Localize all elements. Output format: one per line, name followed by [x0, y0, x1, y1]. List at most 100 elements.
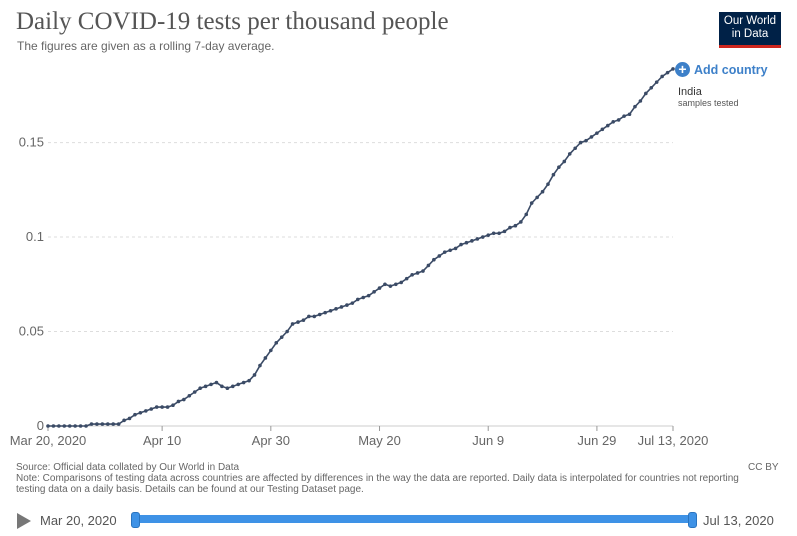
data-point — [209, 383, 213, 387]
data-point — [117, 422, 121, 426]
data-point — [438, 254, 442, 258]
data-point — [644, 92, 648, 96]
data-point — [111, 422, 115, 426]
data-point — [524, 213, 528, 217]
data-point — [323, 311, 327, 315]
x-tick-label: Mar 20, 2020 — [10, 433, 87, 448]
data-point — [476, 237, 480, 241]
data-point — [155, 405, 159, 409]
data-point — [46, 424, 50, 428]
data-point — [242, 381, 246, 385]
timeline-end-label: Jul 13, 2020 — [703, 513, 774, 528]
data-point — [68, 424, 72, 428]
y-tick-label: 0.15 — [19, 135, 44, 150]
data-point — [617, 118, 621, 122]
data-point — [497, 231, 501, 235]
data-point — [171, 403, 175, 407]
data-point — [258, 364, 262, 368]
data-point — [79, 424, 83, 428]
line-chart: 0 0.05 0.1 0.15 Mar 20, 2020 Apr 10 Apr 30 May … — [0, 0, 797, 460]
data-point — [519, 220, 523, 224]
data-point — [247, 379, 251, 383]
data-point — [655, 80, 659, 84]
data-point — [361, 296, 365, 300]
data-point — [465, 241, 469, 245]
data-point — [236, 383, 240, 387]
data-point — [122, 419, 126, 423]
data-point — [101, 422, 105, 426]
data-point — [198, 386, 202, 390]
data-point — [628, 112, 632, 116]
data-point — [595, 131, 599, 135]
data-point — [63, 424, 67, 428]
data-point — [649, 86, 653, 90]
data-point — [313, 315, 317, 319]
data-point — [372, 290, 376, 294]
data-point — [389, 284, 393, 288]
data-point — [611, 120, 615, 124]
y-tick-label: 0.1 — [26, 229, 44, 244]
timeline-track[interactable] — [134, 515, 693, 523]
data-point — [378, 286, 382, 290]
data-point — [552, 173, 556, 177]
series-line-india — [48, 69, 673, 426]
data-point — [416, 271, 420, 275]
license-link[interactable]: CC BY — [748, 462, 779, 473]
data-point — [601, 128, 605, 132]
timeline: Mar 20, 2020 Jul 13, 2020 — [0, 505, 797, 535]
timeline-end-handle[interactable] — [688, 512, 697, 528]
x-tick-label: May 20 — [358, 433, 401, 448]
data-point — [622, 114, 626, 118]
x-tick-label: Jun 29 — [577, 433, 616, 448]
data-point — [95, 422, 99, 426]
data-point — [367, 294, 371, 298]
data-point — [220, 385, 224, 389]
data-point — [90, 422, 94, 426]
data-point — [329, 309, 333, 313]
data-point — [307, 315, 311, 319]
data-point — [193, 390, 197, 394]
data-point — [318, 313, 322, 317]
data-point — [291, 322, 295, 326]
data-point — [568, 152, 572, 156]
data-point — [432, 258, 436, 262]
data-point — [508, 226, 512, 230]
data-point — [633, 105, 637, 109]
data-point — [470, 239, 474, 243]
data-point — [340, 305, 344, 309]
data-point — [503, 230, 507, 234]
data-point — [579, 141, 583, 145]
data-point — [84, 424, 88, 428]
timeline-start-handle[interactable] — [131, 512, 140, 528]
data-point — [405, 277, 409, 281]
play-icon[interactable] — [17, 513, 31, 529]
data-point — [302, 318, 306, 322]
chart-footer: Source: Official data collated by Our Wo… — [16, 462, 751, 495]
y-tick-label: 0 — [37, 418, 44, 433]
data-point — [399, 281, 403, 285]
data-point — [454, 247, 458, 251]
data-point — [492, 231, 496, 235]
data-point — [106, 422, 110, 426]
note-text: Note: Comparisons of testing data across… — [16, 473, 751, 495]
data-point — [563, 160, 567, 164]
data-point — [215, 381, 219, 385]
y-tick-label: 0.05 — [19, 324, 44, 339]
data-point — [394, 282, 398, 286]
data-point — [280, 335, 284, 339]
data-point — [356, 298, 360, 302]
data-point — [530, 201, 534, 205]
data-point — [264, 356, 268, 360]
data-point — [351, 301, 355, 305]
data-point — [481, 235, 485, 239]
data-point — [226, 386, 230, 390]
x-tick-label: Apr 30 — [252, 433, 290, 448]
timeline-start-label: Mar 20, 2020 — [40, 513, 117, 528]
data-point — [546, 182, 550, 186]
data-point — [133, 413, 137, 417]
data-point — [139, 411, 143, 415]
data-point — [427, 264, 431, 268]
data-point — [443, 250, 447, 254]
data-point — [535, 196, 539, 200]
data-point — [660, 75, 664, 79]
